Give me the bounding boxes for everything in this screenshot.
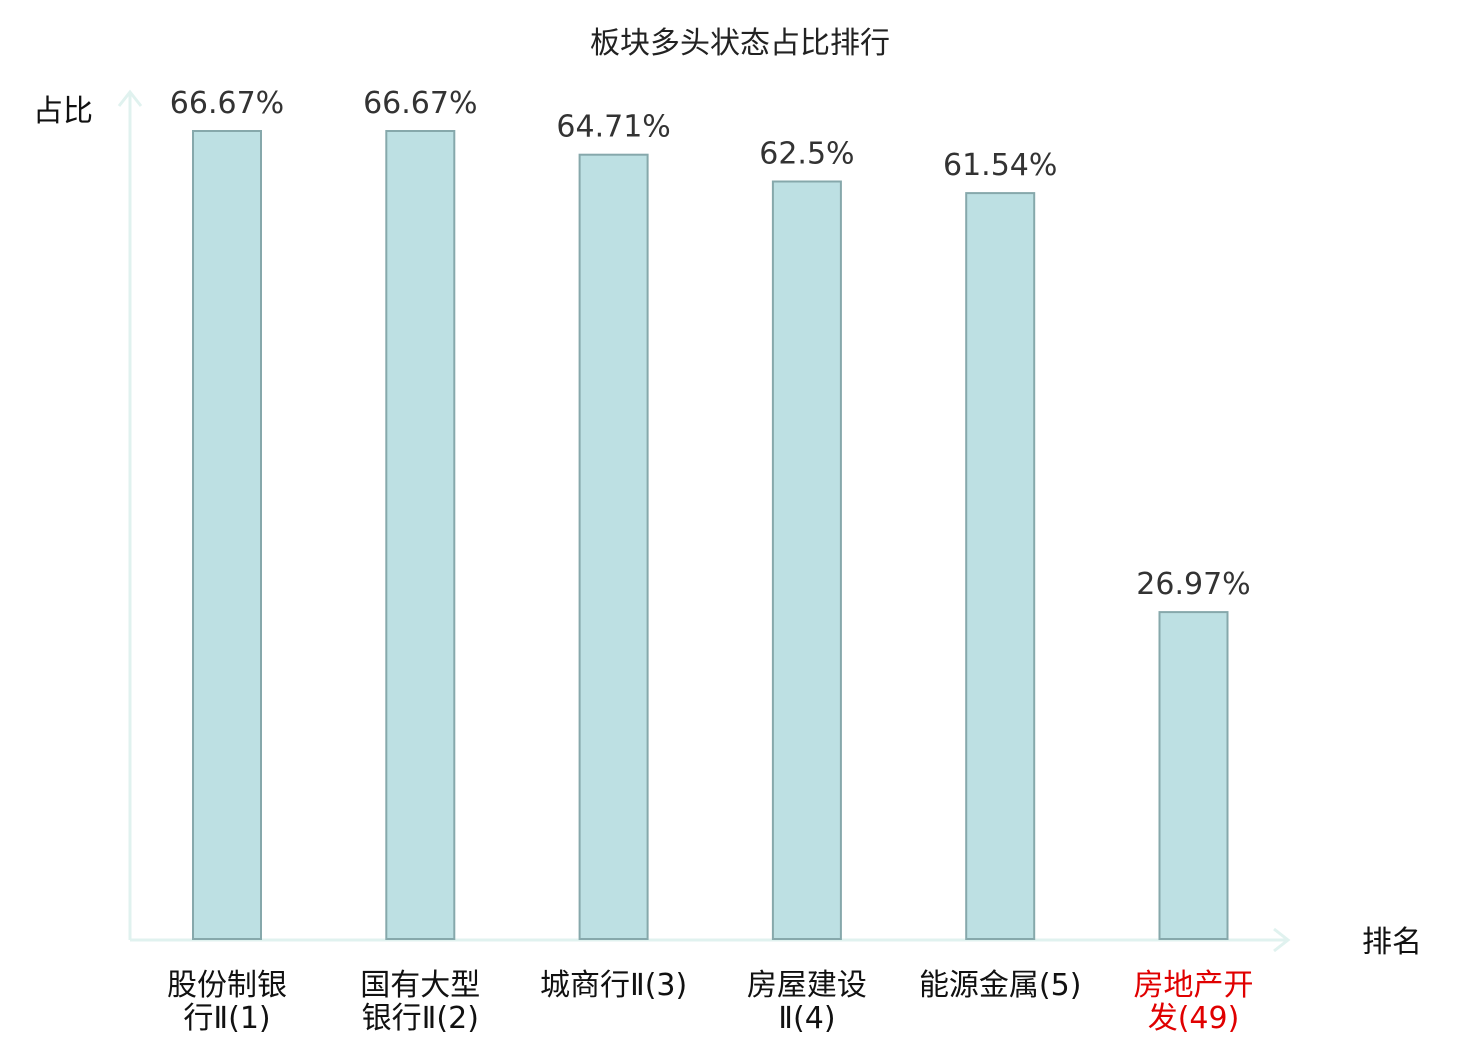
category-label: 房屋建设 Ⅱ(4) — [747, 968, 867, 1036]
bar — [192, 130, 262, 940]
bar — [965, 192, 1036, 941]
category-labels-layer: 股份制银行Ⅱ(1) 国有大型银行Ⅱ(2) 城商行Ⅱ(3) 房屋建设 Ⅱ(4) 能源金属(5… — [167, 968, 1254, 1036]
x-axis-label: 排名 — [1362, 925, 1422, 960]
category-label-line: 城商行Ⅱ(3) — [540, 968, 687, 1003]
chart-title: 板块多头状态占比排行 — [590, 26, 890, 61]
bar-value-label: 61.54% — [943, 148, 1057, 183]
category-label-line: 行Ⅱ(1) — [183, 1001, 270, 1036]
category-label-line: 国有大型 — [360, 968, 480, 1003]
bar — [578, 153, 649, 940]
category-label: 国有大型银行Ⅱ(2) — [360, 968, 480, 1036]
category-label-line: 股份制银 — [167, 968, 287, 1003]
x-axis-arrow-icon — [1273, 927, 1291, 953]
category-label-line: 发(49) — [1148, 1001, 1240, 1036]
bar-value-label: 66.67% — [363, 86, 477, 121]
category-label-line: 能源金属(5) — [919, 968, 1082, 1003]
bar-value-label: 62.5% — [759, 137, 854, 172]
value-labels-layer: 66.67% 66.67% 64.71% 62.5% 61.54% 26.97% — [170, 86, 1251, 602]
bar-value-label: 66.67% — [170, 86, 284, 121]
category-label-line: 银行Ⅱ(2) — [362, 1001, 479, 1036]
y-axis-label: 占比 — [33, 94, 93, 129]
category-label: 能源金属(5) — [919, 968, 1082, 1003]
category-label-line: 房屋建设 — [747, 968, 867, 1003]
category-label: 房地产开发(49) — [1134, 968, 1254, 1036]
bar — [1158, 611, 1229, 940]
category-label-line: Ⅱ(4) — [778, 1001, 835, 1036]
bar — [771, 180, 842, 940]
y-axis-arrow-icon — [117, 89, 143, 107]
bar-value-label: 26.97% — [1136, 567, 1250, 602]
category-label: 股份制银行Ⅱ(1) — [167, 968, 287, 1036]
bar — [385, 130, 456, 940]
category-label-line: 房地产开 — [1134, 968, 1254, 1003]
category-label: 城商行Ⅱ(3) — [540, 968, 687, 1003]
bar-value-label: 64.71% — [556, 110, 670, 145]
bars-layer — [192, 130, 1229, 941]
